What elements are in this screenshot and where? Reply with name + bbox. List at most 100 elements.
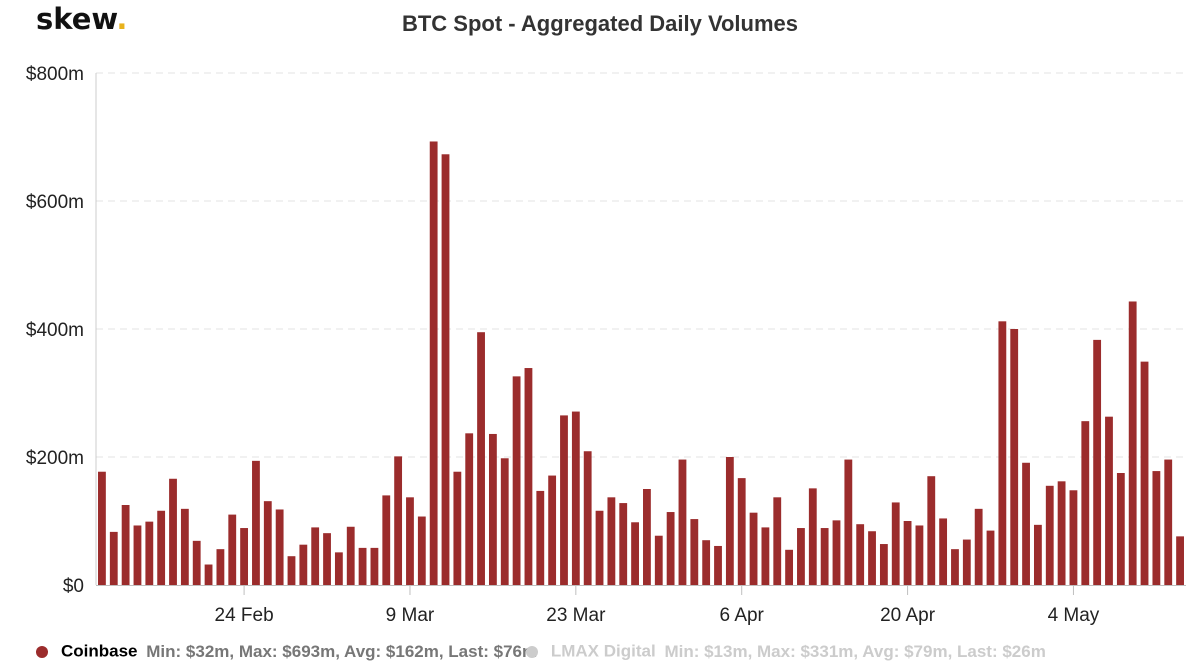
bar <box>1010 329 1019 585</box>
y-tick-label: $800m <box>26 64 84 85</box>
bar <box>820 528 829 585</box>
bar <box>1069 490 1078 585</box>
bar <box>1033 524 1042 585</box>
bar <box>1022 462 1030 585</box>
bar <box>619 503 628 585</box>
bar <box>1176 536 1184 585</box>
bar <box>240 528 249 585</box>
bar <box>536 490 545 585</box>
bar <box>808 488 817 585</box>
bar <box>524 368 533 585</box>
bar <box>252 460 260 585</box>
bar <box>631 522 639 585</box>
legend-name: LMAX Digital <box>550 641 656 661</box>
bar <box>180 508 189 585</box>
bar <box>500 458 509 585</box>
x-tick-label: 24 Feb <box>215 605 274 626</box>
bar <box>915 525 924 585</box>
x-tick-label: 6 Apr <box>720 605 765 626</box>
bar <box>702 540 711 585</box>
bar <box>666 512 675 585</box>
bar <box>382 495 391 585</box>
bar <box>560 415 568 585</box>
x-tick-label: 23 Mar <box>546 605 606 626</box>
bar <box>571 411 580 585</box>
bar <box>607 497 616 585</box>
bar <box>488 433 497 585</box>
bar <box>406 497 414 585</box>
bar <box>844 459 853 585</box>
bar <box>1081 421 1090 585</box>
bar <box>512 376 521 585</box>
bar <box>145 521 154 585</box>
chart-title: BTC Spot - Aggregated Daily Volumes <box>401 11 799 36</box>
y-tick-label: $200m <box>26 448 84 469</box>
bar <box>962 539 971 585</box>
bar <box>583 451 592 585</box>
bar <box>856 524 865 585</box>
bar <box>417 516 426 585</box>
legend-dot-icon <box>36 645 48 658</box>
bar <box>785 549 794 585</box>
bar <box>299 544 308 585</box>
y-tick-label: $600m <box>26 192 84 213</box>
legend-item-coinbase[interactable]: Coinbase Min: $32m, Max: $693m, Avg: $16… <box>36 641 537 662</box>
bar <box>263 501 272 585</box>
legend-item-lmax-digital[interactable]: LMAX Digital Min: $13m, Max: $331m, Avg:… <box>525 641 1046 662</box>
bar <box>595 510 604 585</box>
bar <box>323 533 331 585</box>
bar <box>643 489 651 585</box>
bar <box>157 510 166 585</box>
bar <box>204 564 213 585</box>
bar-chart: $0 $200m $400m $600m $800m 24 Feb 9 Mar 23 Mar 6… <box>26 64 1186 626</box>
bar <box>939 518 948 585</box>
chart-legend: Coinbase Min: $32m, Max: $693m, Avg: $16… <box>36 641 1200 665</box>
bar <box>998 321 1007 585</box>
bar <box>192 540 201 585</box>
bar <box>169 478 177 585</box>
bar <box>334 552 343 585</box>
legend-dot-icon <box>525 645 538 658</box>
bar <box>429 141 438 586</box>
bar <box>453 471 462 585</box>
bar <box>749 512 758 585</box>
bar <box>797 528 805 585</box>
bar <box>986 530 995 585</box>
bar <box>465 433 474 585</box>
y-tick-label: $0 <box>63 576 84 597</box>
bar <box>370 547 379 585</box>
bar <box>951 549 959 585</box>
bar <box>891 502 900 585</box>
skew-logo: skew. <box>36 2 127 36</box>
bar <box>761 527 770 585</box>
bar <box>441 154 450 585</box>
logo-text: skew <box>36 2 117 36</box>
bar <box>548 475 557 585</box>
bar <box>477 332 485 585</box>
bar <box>358 547 367 585</box>
bar <box>1140 361 1149 585</box>
x-tick-label: 9 Mar <box>386 605 435 626</box>
legend-name: Coinbase <box>61 641 138 661</box>
bar <box>1105 416 1113 585</box>
bar <box>1045 485 1054 585</box>
bar <box>725 457 734 585</box>
y-tick-label: $400m <box>26 320 84 341</box>
bar <box>1152 471 1161 585</box>
bar <box>1093 339 1102 585</box>
legend-stats: Min: $32m, Max: $693m, Avg: $162m, Last:… <box>146 641 538 661</box>
bar <box>275 509 284 585</box>
legend-stats: Min: $13m, Max: $331m, Avg: $79m, Last: … <box>664 641 1046 661</box>
bar <box>133 525 142 585</box>
bar <box>346 526 355 585</box>
bar <box>109 531 118 585</box>
bar <box>773 497 782 585</box>
bar <box>98 471 106 585</box>
bar <box>714 545 722 585</box>
bar <box>228 514 237 585</box>
bar <box>690 519 699 585</box>
x-tick-label: 4 May <box>1048 605 1100 626</box>
bar <box>1116 473 1125 585</box>
bar <box>216 549 225 585</box>
bar <box>879 544 888 585</box>
